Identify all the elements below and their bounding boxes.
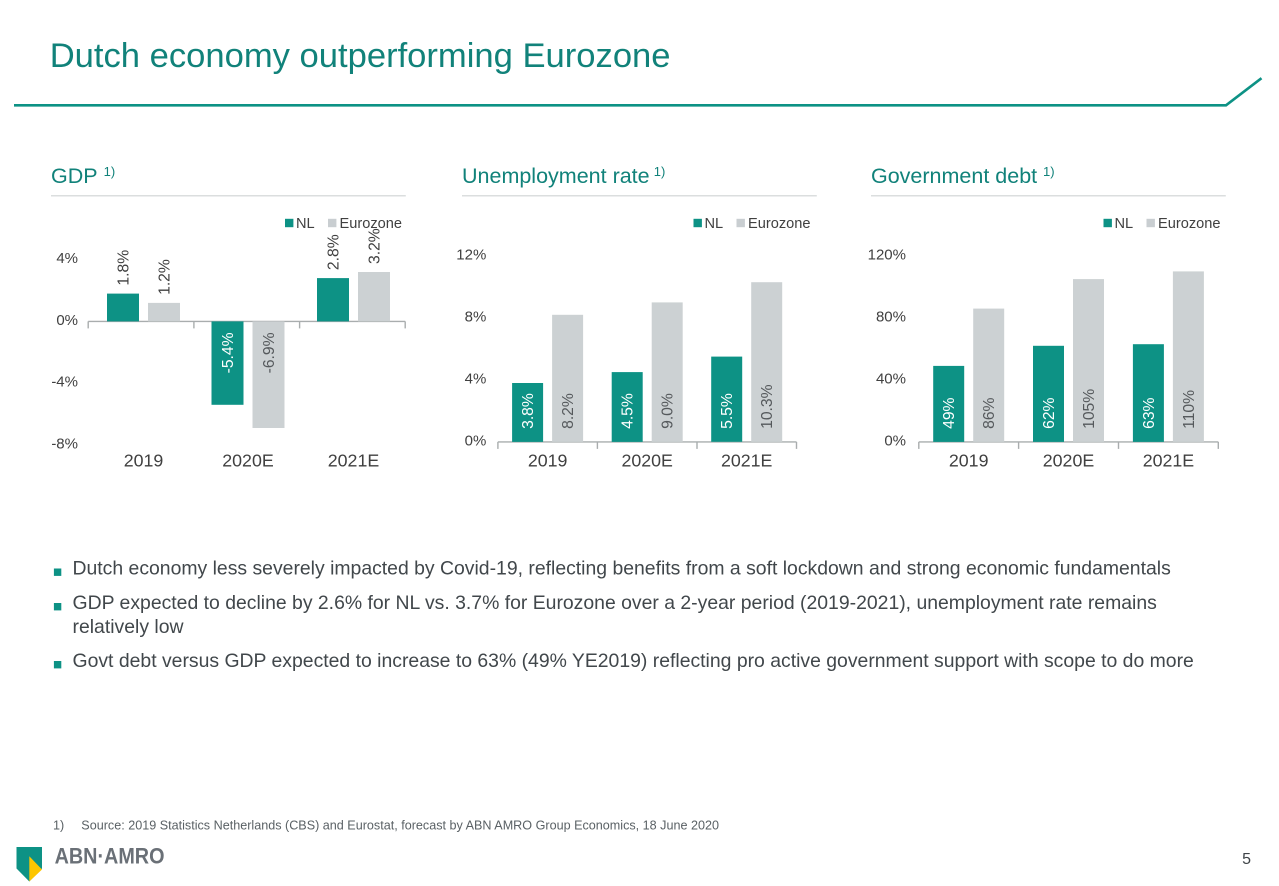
svg-text:120%: 120% xyxy=(868,246,906,263)
svg-text:Govt debt versus GDP expected: Govt debt versus GDP expected to increas… xyxy=(73,650,1194,672)
svg-text:NL: NL xyxy=(296,216,315,232)
svg-text:Government debt: Government debt xyxy=(871,164,1037,188)
svg-text:8%: 8% xyxy=(465,308,487,325)
svg-text:2021E: 2021E xyxy=(1143,451,1195,471)
svg-text:Dutch economy less severely im: Dutch economy less severely impacted by … xyxy=(73,558,1171,580)
svg-text:0%: 0% xyxy=(465,432,487,449)
svg-text:4%: 4% xyxy=(56,250,78,267)
svg-text:2020E: 2020E xyxy=(621,451,673,471)
svg-text:1): 1) xyxy=(104,164,116,179)
svg-text:2021E: 2021E xyxy=(328,451,380,471)
svg-text:Unemployment rate: Unemployment rate xyxy=(462,164,650,188)
svg-text:12%: 12% xyxy=(456,246,486,263)
svg-text:1.2%: 1.2% xyxy=(156,259,173,295)
svg-text:-8%: -8% xyxy=(51,435,78,452)
svg-text:110%: 110% xyxy=(1181,390,1198,429)
svg-text:2020E: 2020E xyxy=(222,451,274,471)
svg-text:2021E: 2021E xyxy=(721,451,773,471)
svg-text:86%: 86% xyxy=(981,397,998,428)
svg-text:3.2%: 3.2% xyxy=(366,228,383,264)
svg-text:49%: 49% xyxy=(941,397,958,428)
svg-text:Eurozone: Eurozone xyxy=(1158,216,1220,232)
svg-text:Eurozone: Eurozone xyxy=(748,216,810,232)
svg-text:-6.9%: -6.9% xyxy=(261,332,278,373)
svg-text:0%: 0% xyxy=(56,312,78,329)
svg-text:63%: 63% xyxy=(1141,397,1158,428)
svg-text:NL: NL xyxy=(705,216,724,232)
svg-text:Dutch economy outperforming Eu: Dutch economy outperforming Eurozone xyxy=(50,37,671,75)
svg-text:2019: 2019 xyxy=(124,451,164,471)
svg-text:-5.4%: -5.4% xyxy=(220,332,237,373)
svg-text:105%: 105% xyxy=(1081,389,1098,429)
svg-text:1): 1) xyxy=(53,819,64,833)
svg-text:2019: 2019 xyxy=(528,451,568,471)
svg-text:NL: NL xyxy=(1115,216,1134,232)
svg-text:relatively low: relatively low xyxy=(73,616,185,638)
svg-text:80%: 80% xyxy=(876,308,906,325)
svg-text:-4%: -4% xyxy=(51,374,78,391)
svg-text:4%: 4% xyxy=(465,370,487,387)
svg-text:5.5%: 5.5% xyxy=(719,393,736,429)
svg-text:1): 1) xyxy=(654,164,666,179)
svg-text:10.3%: 10.3% xyxy=(759,384,776,429)
svg-text:2020E: 2020E xyxy=(1043,451,1095,471)
svg-text:8.2%: 8.2% xyxy=(560,393,577,429)
svg-text:GDP: GDP xyxy=(51,164,98,188)
svg-text:Eurozone: Eurozone xyxy=(340,216,402,232)
svg-text:Source: 2019 Statistics Nether: Source: 2019 Statistics Netherlands (CBS… xyxy=(81,819,719,833)
svg-text:62%: 62% xyxy=(1041,397,1058,428)
svg-text:1): 1) xyxy=(1043,164,1055,179)
svg-text:0%: 0% xyxy=(884,432,906,449)
svg-text:5: 5 xyxy=(1242,851,1251,868)
svg-text:2019: 2019 xyxy=(949,451,989,471)
svg-text:9.0%: 9.0% xyxy=(660,393,677,429)
svg-text:2.8%: 2.8% xyxy=(325,234,342,270)
svg-text:ABN·AMRO: ABN·AMRO xyxy=(55,845,165,869)
svg-text:3.8%: 3.8% xyxy=(520,393,537,429)
svg-text:GDP expected to decline by 2.6: GDP expected to decline by 2.6% for NL v… xyxy=(73,592,1157,614)
svg-text:1.8%: 1.8% xyxy=(115,250,132,286)
svg-text:4.5%: 4.5% xyxy=(620,393,637,429)
svg-text:40%: 40% xyxy=(876,370,906,387)
